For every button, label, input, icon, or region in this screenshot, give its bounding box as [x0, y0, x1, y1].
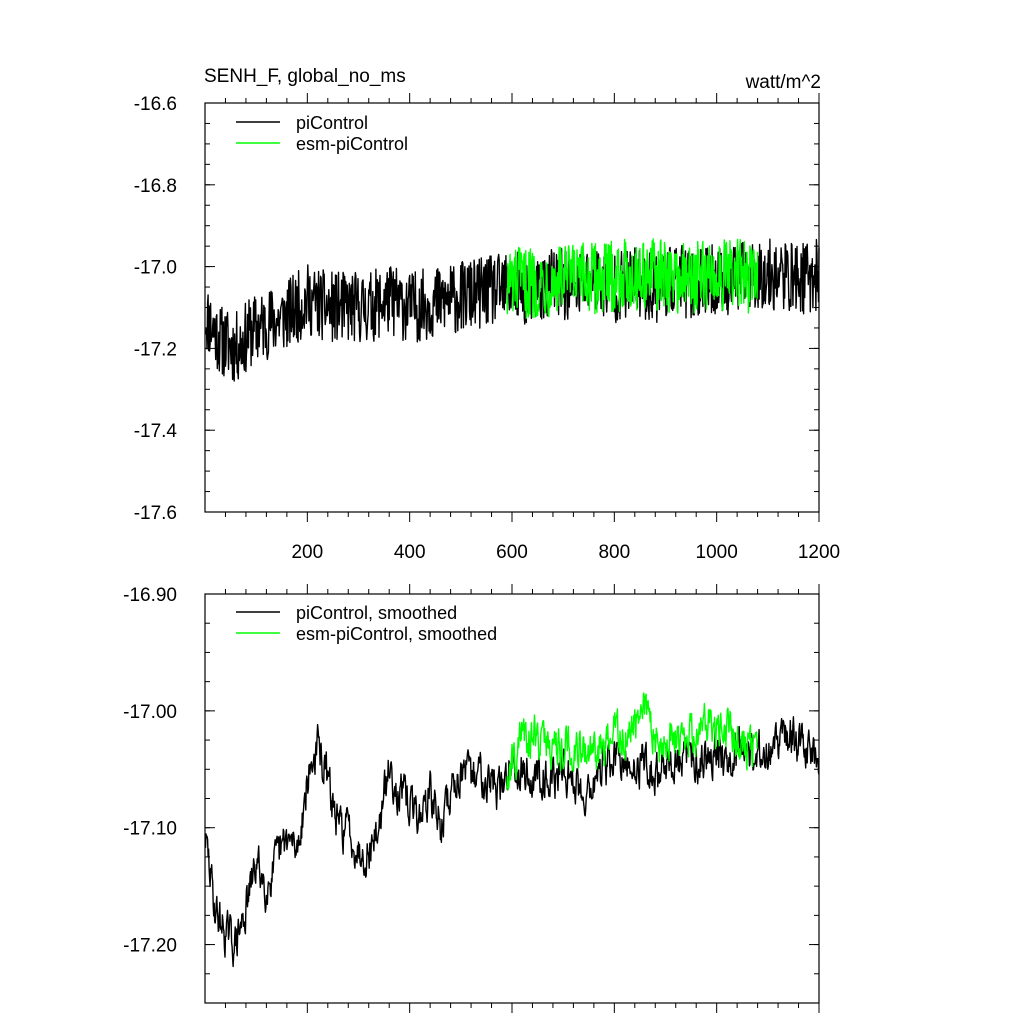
y-tick-label: -17.0	[134, 258, 177, 279]
legend: piControl, smoothed esm-piControl, smoot…	[236, 603, 497, 644]
top-panel: SENH_F, global_no_ms watt/m^2 -17.6 -17.4…	[134, 66, 840, 563]
legend-label-picontrol-smoothed: piControl, smoothed	[296, 603, 457, 623]
y-tick-label: -17.10	[123, 819, 177, 840]
units-label: watt/m^2	[745, 72, 821, 93]
x-tick-label: 600	[496, 542, 528, 563]
axis-ticks: -17.6 -17.4 -17.2 -17.0 -16.8 -16.6 200 400 600 8…	[134, 93, 840, 563]
series-line-esm-picontrol-smoothed	[506, 692, 759, 791]
y-tick-label: -16.90	[123, 585, 177, 606]
series-line-esm-picontrol	[506, 238, 759, 319]
axis-ticks: -17.20 -17.10 -17.00 -16.90	[123, 584, 820, 1013]
x-tick-label: 1200	[798, 542, 840, 563]
y-tick-label: -17.6	[134, 503, 177, 524]
legend-label-esm-picontrol-smoothed: esm-piControl, smoothed	[296, 624, 497, 644]
series-group	[204, 238, 820, 382]
series-group	[204, 692, 820, 968]
plot-frame	[204, 593, 820, 1004]
y-tick-label: -16.6	[134, 94, 177, 115]
y-tick-label: -17.2	[134, 339, 177, 360]
x-tick-label: 200	[291, 542, 323, 563]
y-tick-label: -16.8	[134, 176, 177, 197]
x-tick-label: 800	[598, 542, 630, 563]
y-tick-label: -17.20	[123, 936, 177, 957]
legend: piControl esm-piControl	[236, 113, 408, 154]
x-tick-label: 400	[394, 542, 426, 563]
chart-title: SENH_F, global_no_ms	[204, 66, 406, 87]
legend-label-picontrol: piControl	[296, 113, 368, 133]
bottom-panel: -17.20 -17.10 -17.00 -16.90 piControl, smoo…	[123, 584, 820, 1013]
y-tick-label: -17.00	[123, 702, 177, 723]
x-tick-label: 1000	[696, 542, 738, 563]
y-tick-label: -17.4	[134, 421, 178, 442]
legend-label-esm-picontrol: esm-piControl	[296, 134, 408, 154]
